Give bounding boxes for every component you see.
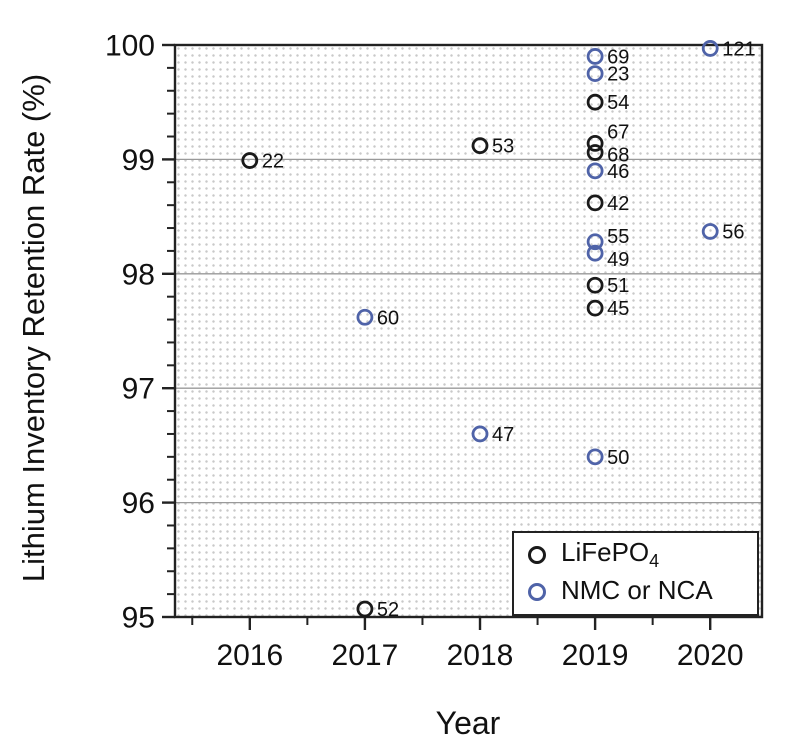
x-tick-label: 2018 [447,639,514,672]
data-point-label: 22 [262,151,284,173]
data-point [586,233,604,251]
x-tick-label: 2016 [216,639,283,672]
data-point [586,299,604,317]
data-point [356,308,374,326]
data-point-label: 55 [607,226,629,248]
data-point-label: 69 [607,46,629,68]
x-tick-label: 2017 [332,639,399,672]
legend-label: LiFePO4 [561,537,660,572]
data-point-label: 49 [607,249,629,271]
data-point [586,162,604,180]
legend-item-lifepo4: LiFePO4 [528,539,757,570]
data-point [356,600,374,618]
data-point [586,144,604,161]
data-point-label: 50 [607,447,629,469]
nmc-nca-marker-icon [528,583,546,602]
data-point [586,448,604,466]
x-tick-label: 2020 [677,639,744,672]
data-point [586,194,604,212]
data-point-label: 47 [492,424,514,446]
data-point-label: 42 [607,193,629,215]
data-point-label: 67 [607,121,629,143]
data-point-label: 46 [607,161,629,183]
data-point-label: 54 [607,92,629,114]
data-point-label: 121 [722,38,755,60]
x-tick-label: 2019 [562,639,629,672]
y-tick-label: 96 [122,487,155,520]
data-point-label: 53 [492,136,514,158]
y-tick-label: 98 [122,258,155,291]
data-point [586,276,604,294]
data-point [701,223,719,240]
data-point [471,425,489,443]
x-axis-title: Year [435,705,501,741]
data-point-label: 68 [607,145,629,167]
legend-item-nmc-nca: NMC or NCA [528,577,757,608]
data-point-label: 60 [377,307,399,329]
lifepo4-marker-icon [528,545,546,564]
plot-dotted-grid-background [175,45,762,617]
legend: LiFePO4 NMC or NCA [512,531,759,616]
y-tick-label: 100 [105,30,155,63]
legend-label: NMC or NCA [561,574,713,605]
data-point [241,152,259,169]
data-point-label: 23 [607,64,629,86]
data-point [701,40,719,57]
y-tick-label: 97 [122,373,155,406]
data-point-label: 45 [607,298,629,320]
plot-frame [173,43,764,619]
data-point [586,48,604,65]
data-point [586,244,604,262]
data-point-label: 56 [722,221,744,243]
data-point-label: 51 [607,275,629,297]
data-point [586,93,604,111]
y-tick-label: 99 [122,144,155,177]
data-point [586,134,604,152]
data-point [586,65,604,82]
y-tick-label: 95 [122,602,155,635]
data-point-label: 52 [377,599,399,621]
data-point [471,137,489,155]
